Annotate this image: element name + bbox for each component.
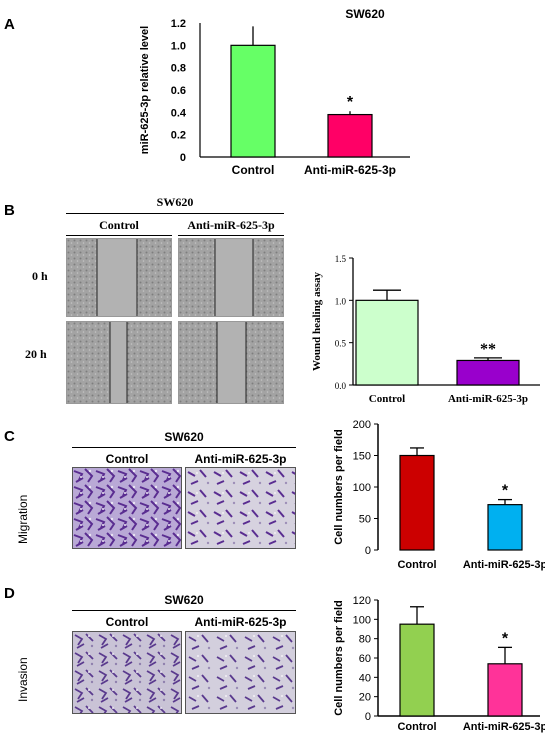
panel-c-row-label-text: Migration <box>16 494 30 544</box>
panel-d-header-rule <box>72 610 296 611</box>
panel-c-letter: C <box>4 428 15 445</box>
panel-d-col-anti: Anti-miR-625-3p <box>194 615 287 629</box>
y-tick-label: 1.0 <box>335 296 347 306</box>
y-tick-label: 1.5 <box>335 254 347 264</box>
chart-title: SW620 <box>345 7 385 21</box>
y-tick-label: 0 <box>180 152 186 164</box>
panel-d-header: SW620 <box>164 593 204 607</box>
significance-marker: * <box>502 630 509 647</box>
y-tick-label: 200 <box>353 419 371 431</box>
migration-image-anti <box>185 467 296 549</box>
y-tick-label: 150 <box>353 451 371 463</box>
panel-a-letter: A <box>4 16 15 33</box>
x-category-label: Anti-miR-625-3p <box>463 559 545 571</box>
y-tick-label: 0.0 <box>335 381 347 391</box>
migration-image-control <box>72 467 182 549</box>
y-tick-label: 120 <box>353 595 371 607</box>
panel-b-row-0h: 0 h <box>32 269 48 283</box>
panel-b-row-20h: 20 h <box>25 347 47 361</box>
y-tick-label: 1.2 <box>171 18 186 30</box>
panel-c-col-anti: Anti-miR-625-3p <box>194 452 287 466</box>
panel-b-header-rule <box>66 213 284 214</box>
panel-d-letter: D <box>4 585 15 602</box>
significance-marker: * <box>502 483 509 500</box>
wound-image-control-20h <box>66 321 172 404</box>
y-tick-label: 0 <box>365 711 371 723</box>
y-axis-title: miR-625-3p relative level <box>139 26 151 154</box>
y-axis-title: Cell numbers per field <box>333 429 345 545</box>
x-category-label: Anti-miR-625-3p <box>304 163 396 177</box>
x-category-label: Control <box>232 163 275 177</box>
panel-c-col-control: Control <box>105 452 149 466</box>
panel-c-header-rule <box>72 447 296 448</box>
bar <box>327 113 373 158</box>
invasion-image-anti <box>185 631 296 714</box>
wound-image-control-0h <box>66 238 172 317</box>
invasion-image-control <box>72 631 182 714</box>
y-tick-label: 20 <box>359 692 371 704</box>
y-tick-label: 40 <box>359 672 371 684</box>
panel-b-col-control: Control <box>99 218 139 232</box>
wound-image-anti-20h <box>178 321 284 404</box>
panel-b-col-rule-anti <box>178 235 284 236</box>
y-tick-label: 0.5 <box>335 339 347 349</box>
y-tick-label: 60 <box>359 653 371 665</box>
x-category-label: Control <box>369 393 405 405</box>
wound-image-anti-0h <box>178 238 284 317</box>
y-axis-title: Wound healing assay <box>311 271 323 371</box>
panel-d-row-label-text: Invasion <box>16 657 30 702</box>
chart-a: 0 0.2 0.4 0.6 0.8 1.0 1.2 miR-625-3p relative l… <box>139 7 410 177</box>
panel-b-header: SW620 <box>156 195 194 209</box>
chart-c: 0 50 100 150 200 Cell numbers per field Contro… <box>333 419 545 571</box>
y-tick-label: 0.6 <box>171 85 186 97</box>
panel-d-col-control: Control <box>105 615 149 629</box>
y-tick-label: 100 <box>353 482 371 494</box>
chart-d: 0 20 40 60 80 100 120 Cell numbers per field Con… <box>333 595 545 733</box>
panel-c-header: SW620 <box>164 430 204 444</box>
significance-marker: ** <box>480 341 496 358</box>
y-tick-label: 0.2 <box>171 130 186 142</box>
bar <box>399 454 435 551</box>
panel-b-col-rule-control <box>66 235 172 236</box>
y-tick-label: 50 <box>359 514 371 526</box>
y-tick-label: 100 <box>353 614 371 626</box>
panel-b-letter: B <box>4 202 15 219</box>
y-tick-label: 0.8 <box>171 63 186 75</box>
bar <box>487 663 523 717</box>
bar <box>355 299 419 386</box>
x-category-label: Control <box>397 559 436 571</box>
bar <box>456 359 520 386</box>
y-tick-label: 0.4 <box>171 107 187 119</box>
y-axis-title: Cell numbers per field <box>333 600 345 716</box>
x-category-label: Control <box>397 721 436 733</box>
x-category-label: Anti-miR-625-3p <box>463 721 545 733</box>
bar <box>487 504 523 551</box>
y-tick-label: 1.0 <box>171 40 186 52</box>
y-tick-label: 80 <box>359 634 371 646</box>
significance-marker: * <box>347 94 354 111</box>
panel-b-col-anti: Anti-miR-625-3p <box>187 218 275 232</box>
chart-b: 0.0 0.5 1.0 1.5 Wound healing assay Control **… <box>311 254 540 405</box>
bar <box>230 44 276 158</box>
x-category-label: Anti-miR-625-3p <box>448 393 528 405</box>
panel-d-row-label: Invasion <box>16 657 30 702</box>
y-tick-label: 0 <box>365 545 371 557</box>
bar <box>399 623 435 717</box>
panel-c-row-label: Migration <box>16 495 30 544</box>
